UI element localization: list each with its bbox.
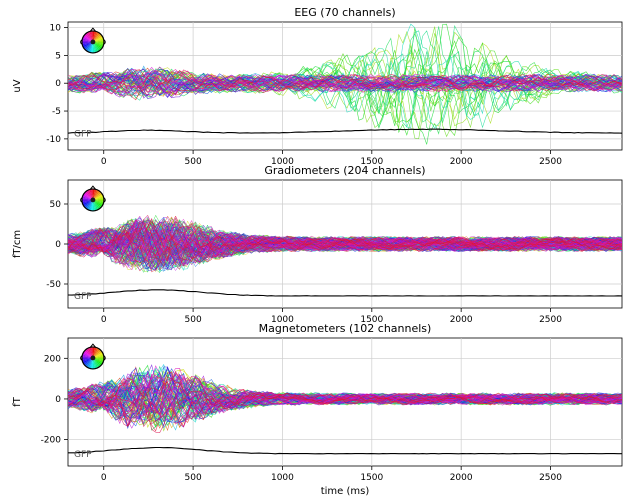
ytick-label: 10 [50,24,62,34]
panel-title: EEG (70 channels) [294,6,395,19]
xtick-label: 0 [101,157,107,167]
xtick-label: 1500 [360,473,383,483]
xtick-label: 500 [185,315,202,325]
ytick-label: -10 [46,135,61,145]
ytick-label: -5 [52,107,61,117]
xtick-label: 2000 [450,157,473,167]
xtick-label: 500 [185,473,202,483]
ylabel: fT/cm [12,230,23,258]
panel-title: Gradiometers (204 channels) [264,164,425,177]
ylabel: fT [12,396,23,407]
ytick-label: 0 [55,240,61,250]
gfp-label: GFP [74,129,92,139]
ytick-label: -50 [46,280,61,290]
panel-title: Magnetometers (102 channels) [259,322,432,335]
xtick-label: 1000 [271,473,294,483]
xtick-label: 2000 [450,315,473,325]
gfp-label: GFP [74,292,92,302]
ytick-label: -200 [41,436,62,446]
xtick-label: 0 [101,473,107,483]
xtick-label: 2500 [539,315,562,325]
ytick-label: 5 [55,51,61,61]
xtick-label: 2000 [450,473,473,483]
ytick-label: 0 [55,79,61,89]
ytick-label: 200 [44,354,61,364]
xtick-label: 0 [101,315,107,325]
ytick-label: 0 [55,395,61,405]
xlabel: time (ms) [321,486,370,497]
xtick-label: 2500 [539,157,562,167]
figure: GFP-10-50510uV05001000150020002500EEG (7… [0,0,640,500]
ytick-label: 50 [50,200,62,210]
gfp-label: GFP [74,450,92,460]
xtick-label: 2500 [539,473,562,483]
xtick-label: 500 [185,157,202,167]
ylabel: uV [12,79,23,92]
